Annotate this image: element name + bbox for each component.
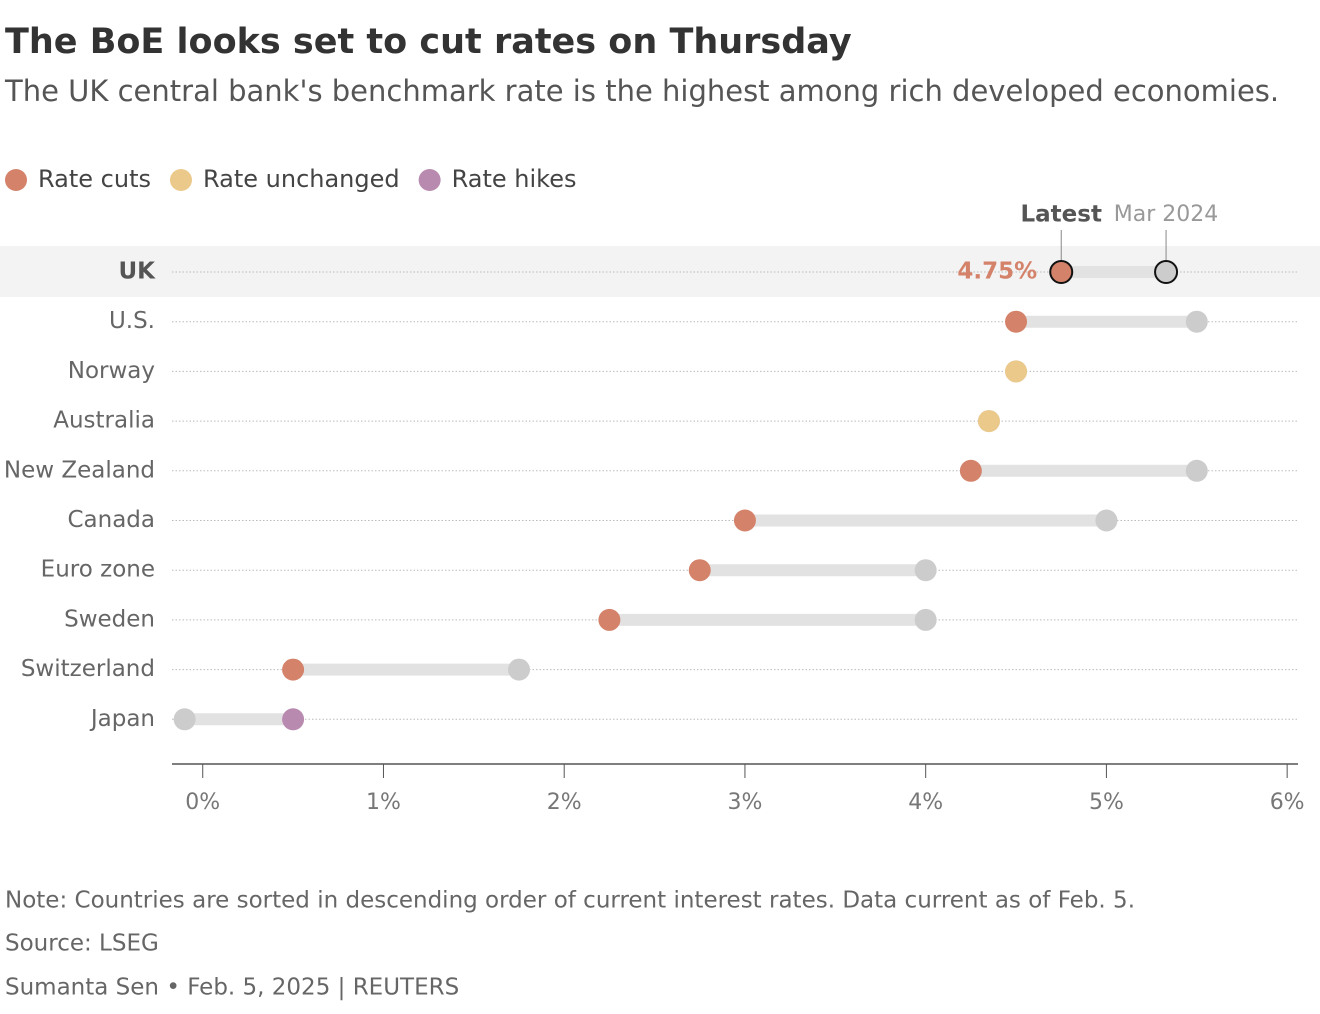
legend-swatch xyxy=(169,169,192,191)
category-label: Japan xyxy=(89,706,155,732)
latest-dot xyxy=(977,410,1000,433)
x-tick-label: 3% xyxy=(727,790,762,815)
series-annotation: Mar 2024 xyxy=(1114,202,1219,227)
source: Source: LSEG xyxy=(5,931,159,957)
previous-dot xyxy=(1185,310,1208,333)
latest-dot xyxy=(598,608,621,631)
x-tick-label: 5% xyxy=(1089,790,1124,815)
legend-label: Rate hikes xyxy=(452,165,577,193)
latest-dot xyxy=(282,658,305,681)
previous-dot xyxy=(914,608,937,631)
series-annotation: Latest xyxy=(1020,202,1101,228)
category-label: UK xyxy=(119,259,157,285)
latest-dot xyxy=(688,559,711,582)
latest-dot xyxy=(1005,360,1028,383)
legend-swatch xyxy=(5,169,27,191)
latest-dot xyxy=(1049,260,1074,284)
legend-label: Rate unchanged xyxy=(203,165,400,193)
previous-dot xyxy=(508,658,531,681)
category-label: U.S. xyxy=(109,308,155,334)
category-label: Sweden xyxy=(64,606,155,632)
x-tick-label: 0% xyxy=(185,790,220,815)
previous-dot xyxy=(173,708,196,731)
category-label: Euro zone xyxy=(41,557,155,583)
previous-dot xyxy=(1095,509,1118,532)
category-label: Australia xyxy=(53,408,155,434)
value-label: 4.75% xyxy=(957,259,1037,285)
x-tick-label: 2% xyxy=(547,790,582,815)
category-label: Canada xyxy=(67,507,155,533)
x-tick-label: 4% xyxy=(908,790,943,815)
byline: Sumanta Sen • Feb. 5, 2025 | REUTERS xyxy=(5,975,459,1001)
previous-dot xyxy=(1185,459,1208,482)
legend-swatch xyxy=(418,169,441,191)
x-tick-label: 6% xyxy=(1270,790,1305,815)
latest-dot xyxy=(733,509,756,532)
previous-dot xyxy=(914,559,937,582)
category-label: Switzerland xyxy=(21,656,155,682)
chart-title: The BoE looks set to cut rates on Thursd… xyxy=(5,22,852,62)
category-label: New Zealand xyxy=(4,457,155,483)
category-label: Norway xyxy=(68,358,155,384)
latest-dot xyxy=(282,708,305,731)
legend-label: Rate cuts xyxy=(38,165,151,193)
previous-dot xyxy=(1154,260,1179,284)
chart-subtitle: The UK central bank's benchmark rate is … xyxy=(4,74,1279,108)
latest-dot xyxy=(959,459,982,482)
note: Note: Countries are sorted in descending… xyxy=(5,888,1135,914)
x-tick-label: 1% xyxy=(366,790,401,815)
latest-dot xyxy=(1005,310,1028,333)
